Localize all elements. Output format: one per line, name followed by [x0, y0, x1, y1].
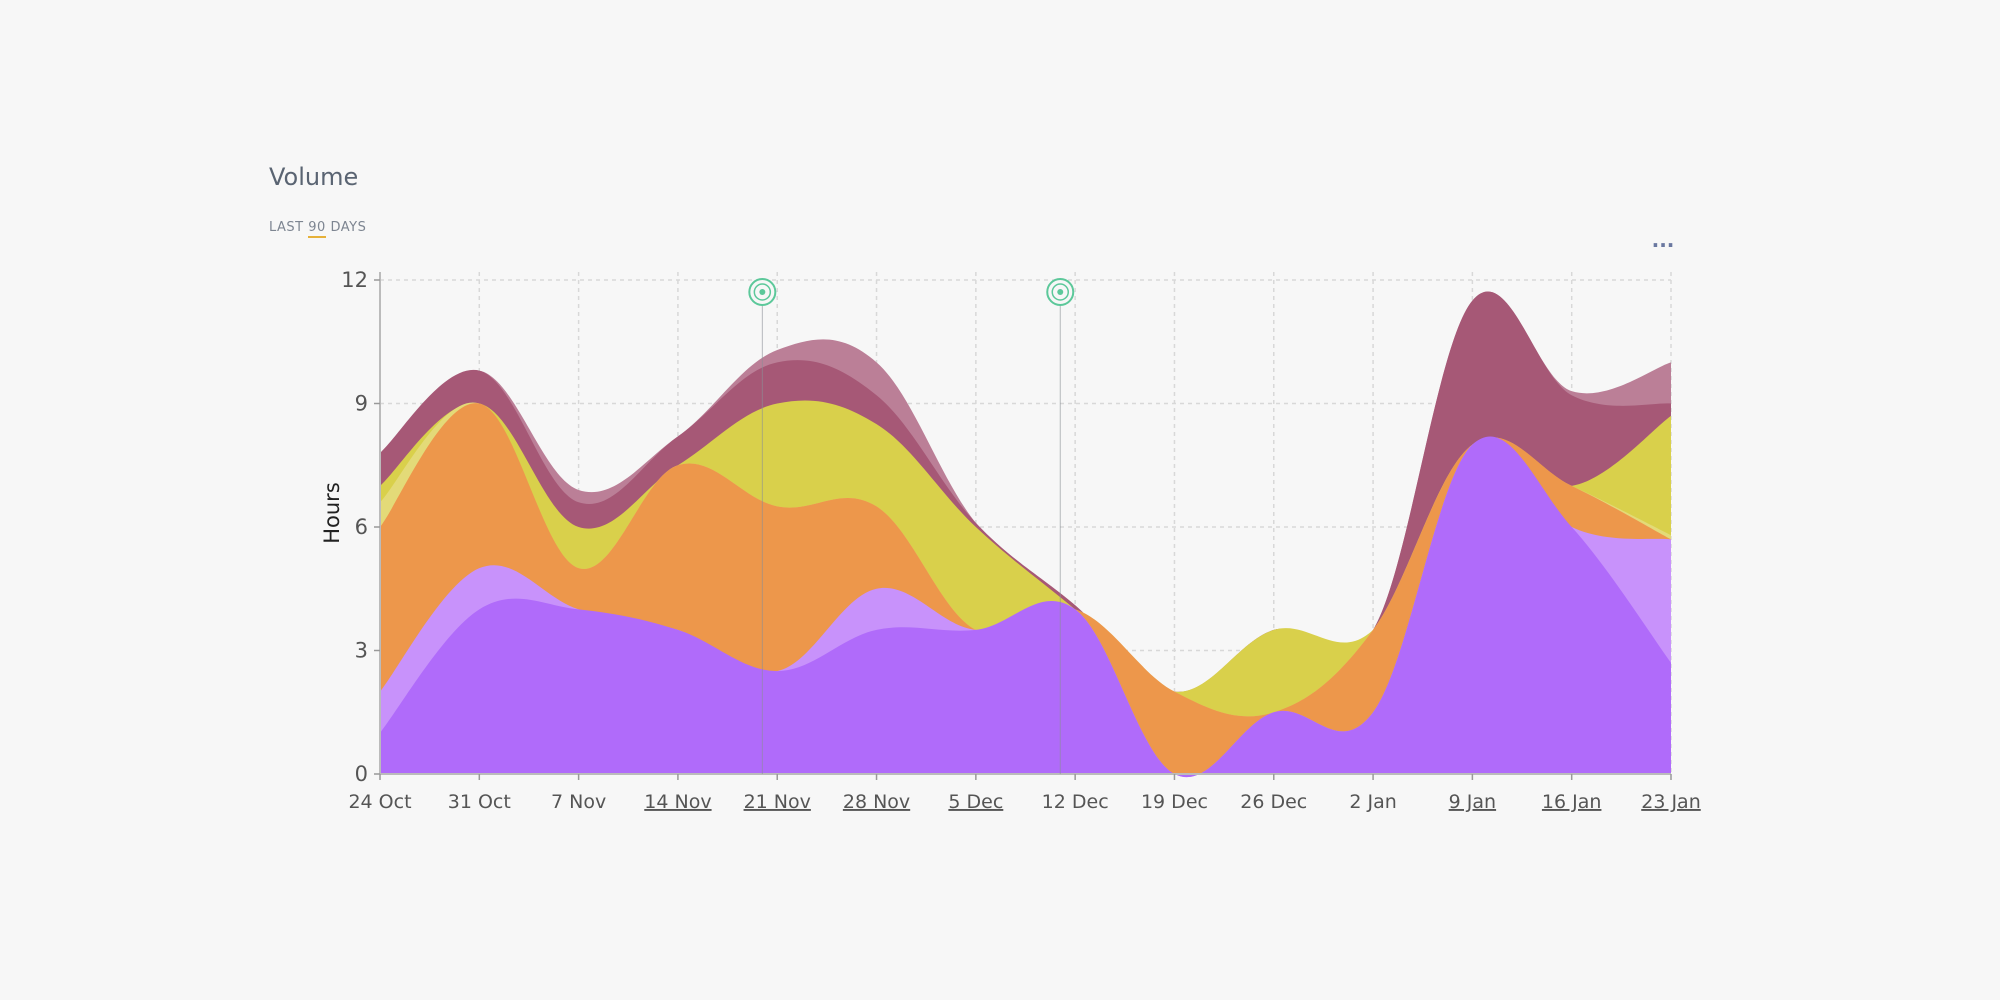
date-range-prefix: LAST [269, 220, 304, 235]
x-tick-label[interactable]: 14 Nov [644, 791, 711, 813]
x-tick-label[interactable]: 28 Nov [843, 791, 910, 813]
y-axis-label: Hours [320, 482, 344, 544]
marker-ring [1051, 283, 1070, 301]
y-tick-label: 0 [355, 762, 368, 786]
marker-ring [753, 283, 772, 301]
x-tick-label: 31 Oct [448, 791, 511, 813]
marker-dot [759, 289, 766, 295]
y-tick-label: 6 [355, 515, 368, 539]
y-tick-label: 9 [355, 392, 368, 416]
x-tick-label: 19 Dec [1141, 791, 1208, 813]
y-tick-label: 12 [341, 268, 368, 292]
x-tick-label: 12 Dec [1042, 791, 1109, 813]
x-tick-label[interactable]: 23 Jan [1641, 791, 1701, 813]
x-tick-label[interactable]: 21 Nov [744, 791, 811, 813]
more-options-icon[interactable]: ··· [1651, 233, 1675, 257]
axes: 0 3 6 9 12 24 Oct 31 Oct 7 Nov 14 Nov 21 Nov 28 No… [341, 268, 1700, 813]
x-tick-label[interactable]: 16 Jan [1542, 791, 1602, 813]
date-range-days[interactable]: 90 [308, 220, 326, 238]
chart-title: Volume [269, 163, 359, 191]
annotation-markers [748, 278, 1075, 774]
area-purple[interactable] [380, 436, 1671, 778]
marker-dot [1057, 289, 1064, 295]
x-tick-label: 2 Jan [1349, 791, 1396, 813]
x-tick-label: 24 Oct [348, 791, 411, 813]
x-tick-label[interactable]: 9 Jan [1449, 791, 1496, 813]
date-range-label[interactable]: LAST 90 DAYS [269, 220, 367, 238]
x-tick-label: 26 Dec [1240, 791, 1307, 813]
y-tick-label: 3 [355, 639, 368, 663]
x-tick-label: 7 Nov [551, 791, 606, 813]
area-series [380, 291, 1671, 778]
date-range-suffix: DAYS [330, 220, 367, 235]
x-tick-label[interactable]: 5 Dec [948, 791, 1003, 813]
